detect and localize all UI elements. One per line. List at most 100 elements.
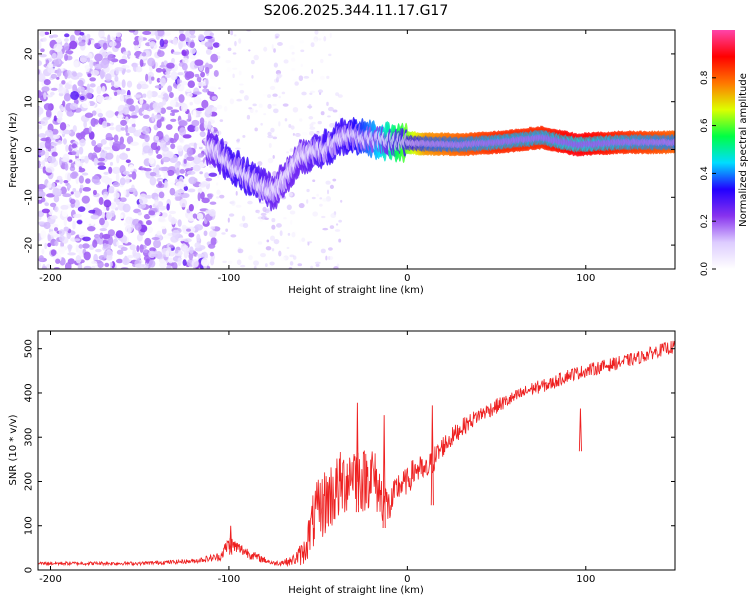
spectrogram-noise-blob — [136, 245, 140, 253]
spectrogram-noise-blob — [75, 254, 82, 264]
spectrogram-noise-blob — [105, 132, 113, 141]
spectrogram-noise-blob — [81, 100, 91, 109]
spectrogram-noise-blob — [248, 107, 252, 110]
spectrogram-noise-blob — [189, 34, 196, 39]
spectrogram-noise-blob — [205, 106, 212, 115]
spectrogram-noise-blob — [138, 35, 144, 43]
spectrogram-noise-blob — [297, 263, 303, 267]
x-tick-label: 100 — [576, 574, 595, 585]
spectrogram-noise-blob — [218, 43, 221, 47]
x-tick-label: 100 — [576, 273, 595, 284]
spectrogram-noise-blob — [217, 172, 220, 179]
spectrogram-noise-blob — [38, 199, 43, 204]
spectrogram-noise-blob — [159, 205, 168, 210]
colorbar-ticks: 0.0 0.2 0.4 0.6 0.8 — [700, 70, 716, 276]
spectrogram-noise-blob — [207, 193, 213, 200]
spectrogram-noise-blob — [87, 225, 96, 232]
spectrogram-noise-blob — [115, 173, 120, 182]
spectrogram-noise-blob — [309, 126, 316, 130]
spectrogram-noise-blob — [144, 194, 153, 199]
spectrogram-noise-blob — [129, 244, 136, 251]
spectrogram-noise-blob — [87, 152, 94, 160]
spectrogram-noise-blob — [196, 253, 204, 257]
x-tick-label: -200 — [39, 574, 62, 585]
spectrogram-noise-blob — [161, 146, 169, 152]
spectrogram-noise-blob — [113, 134, 119, 143]
spectrogram-noise-blob — [193, 142, 197, 150]
colorbar-tick-label: 0.0 — [700, 262, 710, 277]
spectrogram-noise-blob — [81, 195, 90, 204]
spectrogram-noise-blob — [67, 244, 73, 250]
snr-spike — [430, 405, 434, 506]
spectrogram-noise-blob — [178, 127, 187, 136]
spectrogram-noise-blob — [291, 57, 296, 62]
spectrogram-noise-blob — [168, 210, 177, 215]
spectrogram-noise-blob — [72, 84, 78, 94]
spectrogram-noise-blob — [89, 83, 96, 88]
colorbar-gradient — [712, 30, 735, 269]
spectrogram-noise-blob — [145, 171, 150, 176]
spectrogram-noise-blob — [41, 248, 45, 255]
spectrogram-noise-blob — [72, 125, 77, 133]
spectrogram-noise-blob — [289, 45, 295, 50]
spectrogram-noise-blob — [225, 228, 229, 232]
spectrogram-noise-blob — [157, 94, 164, 99]
spectrogram-noise-blob — [177, 219, 182, 227]
spectrogram-noise-blob — [129, 54, 136, 59]
spectrogram-noise-blob — [175, 167, 180, 176]
spectrogram-noise-blob — [230, 234, 237, 238]
spectrogram-noise-blob — [113, 191, 120, 199]
spectrogram-noise-blob — [172, 51, 182, 55]
spectrogram-noise-blob — [167, 257, 174, 264]
spectrogram-noise-blob — [199, 191, 205, 200]
spectrogram-noise-blob — [257, 161, 263, 166]
spectrogram-noise-blob — [125, 69, 131, 73]
spectrogram-noise-blob — [298, 75, 304, 82]
spectrogram-noise-blob — [286, 151, 290, 154]
spectrogram-noise-blob — [98, 197, 104, 205]
spectrogram-noise-blob — [57, 118, 62, 124]
spectrogram-noise-blob — [42, 37, 47, 42]
spectrogram-noise-blob — [273, 62, 279, 68]
snr-spike — [382, 415, 386, 529]
spectrogram-noise-blob — [286, 204, 292, 210]
spectrogram-noise-blob — [38, 212, 43, 217]
spectrogram-noise-blob — [91, 265, 96, 269]
spectrogram-noise-blob — [109, 161, 114, 166]
spectrogram-noise-blob — [118, 111, 123, 115]
snr-x-ticks: -200 -100 0 100 — [39, 331, 595, 585]
spectrogram-noise-blob — [168, 92, 174, 99]
spectrogram-noise-blob — [140, 83, 149, 90]
spectrogram-noise-blob — [145, 73, 149, 82]
spectrogram-noise-blob — [260, 215, 267, 220]
spectrogram-noise-blob — [199, 171, 203, 175]
spectrogram-noise-blob — [236, 98, 243, 102]
spectrogram-noise-blob — [329, 225, 335, 230]
spectrogram-noise-blob — [183, 185, 188, 192]
spectrogram-noise-blob — [50, 87, 58, 91]
spectrogram-noise-blob — [161, 156, 171, 163]
spectrogram-noise-blob — [116, 241, 120, 246]
spectrogram-noise-blob — [309, 90, 316, 94]
spectrogram-noise-blob — [207, 243, 216, 249]
spectrogram-noise-blob — [337, 94, 343, 98]
spectrogram-noise-blob — [99, 217, 105, 226]
spectrogram-noise-blob — [210, 237, 217, 246]
spectrogram-noise-blob — [161, 225, 166, 230]
spectrogram-noise-blob — [125, 175, 130, 185]
spectrogram-noise-blob — [115, 258, 124, 264]
spectrogram-noise-blob — [151, 76, 155, 81]
spectrogram-noise-blob — [57, 246, 66, 255]
spectrogram-noise-blob — [124, 222, 128, 226]
spectrogram-noise-blob — [78, 175, 84, 184]
spectrogram-noise-blob — [301, 131, 308, 136]
spectrogram-noise-blob — [216, 189, 221, 195]
spectrogram-noise-blob — [113, 91, 118, 97]
spectrogram-noise-blob — [70, 172, 78, 180]
spectrogram-noise-blob — [157, 181, 163, 188]
spectrogram-noise-blob — [49, 202, 57, 208]
spectrogram-noise-blob — [85, 178, 91, 184]
spectrogram-noise-blob — [121, 79, 126, 89]
spectrogram-noise-blob — [60, 186, 67, 195]
spectrogram-noise-blob — [180, 192, 190, 199]
